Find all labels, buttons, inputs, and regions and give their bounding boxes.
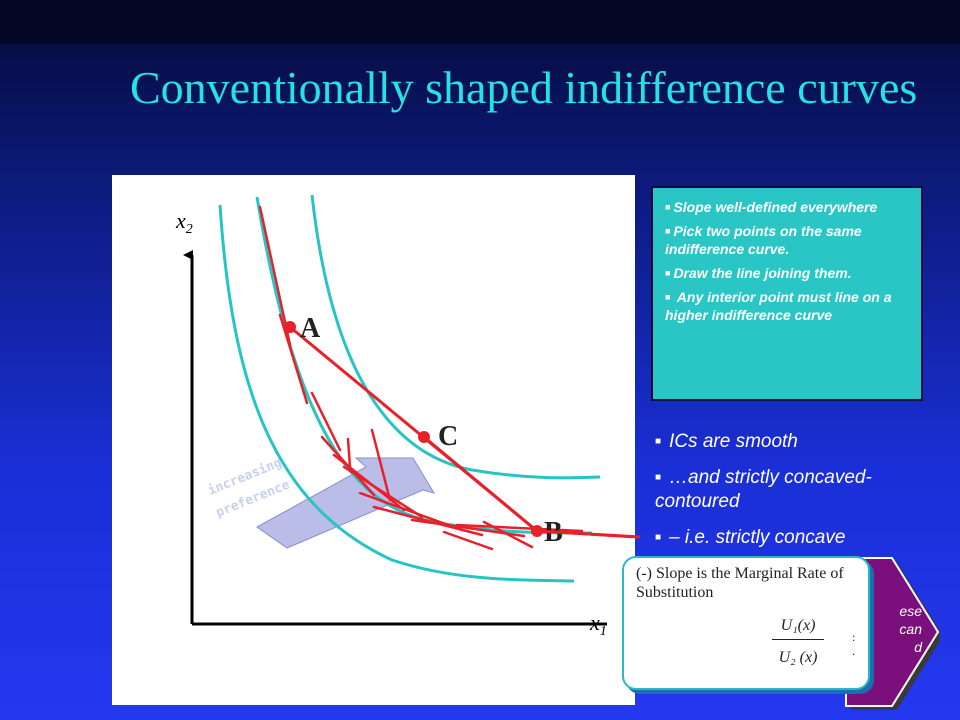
indifference-curve-high [310,194,601,480]
arrow-text: ese can d [899,603,922,655]
bullet-square-icon: ■ [665,202,671,212]
bullet-square-icon: ■ [665,226,671,236]
slide-title: Conventionally shaped indifference curve… [130,62,918,113]
info-box: ■ Slope well-defined everywhere ■ Pick two… [651,186,923,401]
top-bar [0,0,960,44]
tangent-line [278,313,309,405]
info-item: ■ Slope well-defined everywhere [665,199,878,215]
info-item: ■ Any interior point must line on a high… [665,289,892,323]
bullet-item: ■ – i.e. strictly concave [655,527,846,548]
info-item: ■ Pick two points on the same indifferenc… [665,223,862,257]
y-axis-label: x2 [175,208,193,237]
bullet-square-icon: ■ [655,472,662,483]
chord-c-b [423,435,538,533]
point-a-marker [284,321,296,333]
tangent-line [442,530,494,551]
preference-arrow [256,457,436,549]
point-a-label: A [300,313,321,344]
tangent-line [310,391,342,452]
bullet-square-icon: ■ [665,268,671,278]
fraction-numerator: U₁(x) [772,616,824,640]
point-c-label: C [438,421,458,452]
tangent-line [455,523,584,533]
mrs-callout: (-) Slope is the Marginal Rate of Substi… [622,556,870,690]
x-axis-label: x1 [589,610,607,639]
mrs-fraction: U₁(x) U₂ (x) [772,616,824,667]
tangent-line [346,437,352,469]
point-c-marker [418,431,430,443]
indifference-diagram: increasing preference x2 x1 [175,194,634,639]
tangent-line [370,428,392,502]
bullet-square-icon: ■ [655,436,662,447]
callout-dots: : . [852,630,856,658]
fraction-denominator: U₂ (x) [778,649,818,666]
bullet-square-icon: ■ [655,532,662,543]
diagram-panel: increasing preference x2 x1 [112,175,635,705]
bullet-list: ■ ICs are smooth ■ …and strictly concaved-… [655,430,955,562]
bullet-item: ■ …and strictly concaved-contoured [655,467,872,512]
tangent-line [372,505,484,537]
tangent-line [258,205,292,347]
info-item: ■ Draw the line joining them. [665,265,852,281]
tangent-line [342,465,424,519]
bullet-item: ■ ICs are smooth [655,431,798,452]
callout-text: (-) Slope is the Marginal Rate of Substi… [636,565,844,601]
bullet-square-icon: ■ [665,292,671,302]
indifference-curve-low [218,204,575,583]
tangent-line [482,520,534,549]
